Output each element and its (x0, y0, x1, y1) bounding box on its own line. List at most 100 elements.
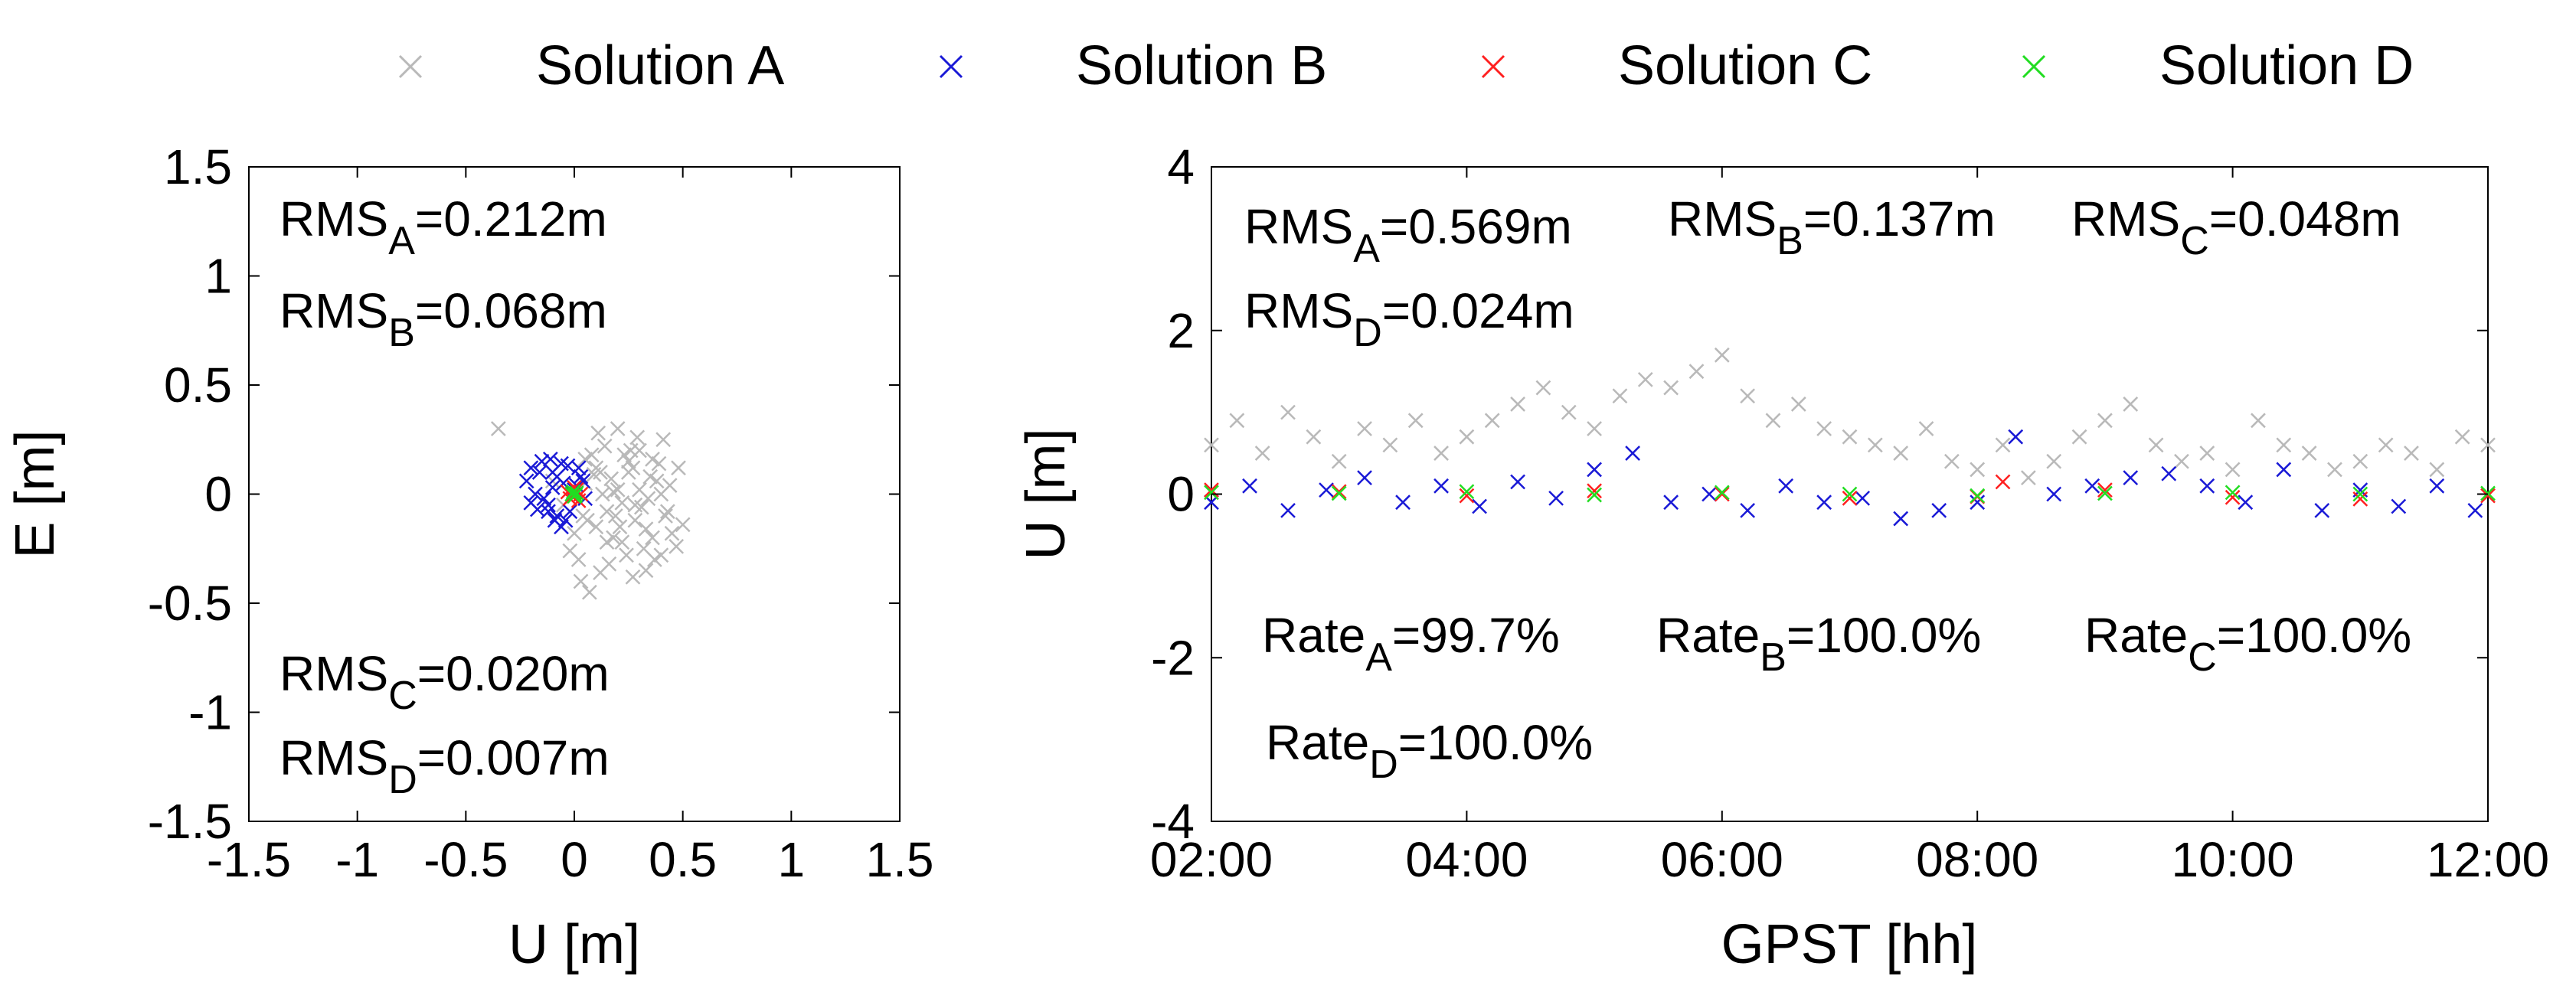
data-point (1395, 494, 1411, 511)
data-point (2276, 437, 2292, 453)
data-point (567, 525, 582, 541)
data-point (2276, 462, 2292, 478)
annotation-rate-b: RateB=100.0% (1656, 608, 1981, 680)
data-point (590, 425, 606, 441)
data-point (1688, 364, 1705, 380)
data-point (669, 539, 685, 554)
data-point (1587, 487, 1602, 503)
data-point (603, 471, 619, 487)
data-point (2097, 482, 2113, 498)
data-point (2046, 453, 2062, 469)
annotation-rms-c: RMSC=0.020m (280, 646, 610, 718)
annotation-rms-a: RMSA=0.569m (1244, 199, 1572, 271)
data-point (2251, 413, 2266, 429)
data-point (633, 499, 649, 515)
data-point (1855, 490, 1871, 506)
data-point (610, 481, 626, 498)
data-point (2097, 485, 2113, 501)
data-point (490, 421, 506, 436)
legend: Solution A Solution B Solution C Solutio… (398, 35, 2414, 96)
data-point (573, 468, 589, 485)
data-point (1510, 397, 1525, 412)
data-point (562, 543, 578, 559)
data-point (606, 484, 621, 500)
left-plot-en-scatter: -1.5 -1 -0.5 0 0.5 1 1.5 -1.5 -1 -0.5 0 0.5 1 1.5 U [m… (5, 139, 933, 975)
data-point (1472, 498, 1487, 514)
y-tick-label: 0.5 (164, 357, 232, 413)
data-point (1765, 413, 1781, 429)
data-point (645, 452, 660, 467)
y-tick-label: -2 (1151, 630, 1195, 685)
y-tick-label: 1 (204, 249, 232, 304)
data-point (573, 573, 589, 589)
data-point (2352, 491, 2368, 507)
data-point (588, 519, 604, 535)
data-point (1459, 488, 1475, 504)
data-point (599, 534, 615, 550)
data-point (1637, 371, 1653, 387)
data-point (614, 534, 630, 550)
data-point (1510, 474, 1525, 490)
data-point (1842, 486, 1858, 502)
data-point (2238, 494, 2254, 511)
data-point (1306, 429, 1322, 445)
data-point (1459, 484, 1475, 500)
legend-item-solution-a: Solution A (398, 35, 784, 96)
data-point (1778, 478, 1794, 494)
data-point (658, 508, 673, 524)
data-point (2161, 465, 2177, 481)
data-point (638, 521, 654, 537)
data-point (1740, 388, 1756, 404)
data-point (645, 530, 660, 546)
data-point (2225, 462, 2241, 478)
data-point (1702, 486, 1718, 502)
data-point (1663, 380, 1679, 396)
data-point (2480, 488, 2496, 504)
data-point (623, 442, 639, 459)
data-point (671, 460, 686, 476)
data-point (2225, 485, 2241, 501)
data-point (664, 525, 680, 541)
legend-marker-solution-a (398, 54, 423, 79)
data-point (616, 447, 633, 463)
data-point (529, 501, 545, 517)
data-point (2071, 429, 2087, 445)
data-point (1587, 421, 1602, 436)
data-point (1548, 490, 1564, 506)
x-tick-label: -1 (335, 832, 379, 887)
y-axis-label: U [m] (1015, 429, 1077, 560)
data-point (1663, 494, 1679, 511)
y-tick-label: 4 (1167, 139, 1195, 194)
data-point (1357, 421, 1372, 436)
data-point (1204, 485, 1219, 501)
data-point (597, 438, 613, 454)
data-point (531, 465, 548, 480)
x-tick-label: 1.5 (866, 832, 934, 887)
x-tick-label: -0.5 (423, 832, 508, 887)
data-point (612, 519, 628, 535)
y-tick-label: -4 (1151, 794, 1195, 849)
y-axis-label: E [m] (5, 429, 66, 558)
data-point (549, 508, 565, 524)
data-point (1382, 437, 1398, 453)
data-point (1407, 413, 1424, 429)
data-point (560, 458, 576, 474)
data-point (1331, 485, 1347, 501)
data-point (642, 468, 659, 485)
data-point (1714, 486, 1730, 502)
data-point (2314, 502, 2330, 518)
data-point (1433, 478, 1449, 494)
data-point (2454, 429, 2470, 445)
data-point (1893, 511, 1909, 527)
data-point (638, 563, 654, 579)
data-point (565, 484, 581, 500)
annotation-rms-b: RMSB=0.137m (1668, 191, 1996, 263)
x-tick-label: 1 (778, 832, 806, 887)
data-point (1842, 490, 1858, 506)
data-point (2199, 478, 2215, 494)
x-tick-label: 12:00 (2427, 832, 2549, 887)
data-point (1459, 429, 1475, 445)
x-tick-label: 08:00 (1916, 832, 2038, 887)
data-point (1587, 483, 1602, 499)
